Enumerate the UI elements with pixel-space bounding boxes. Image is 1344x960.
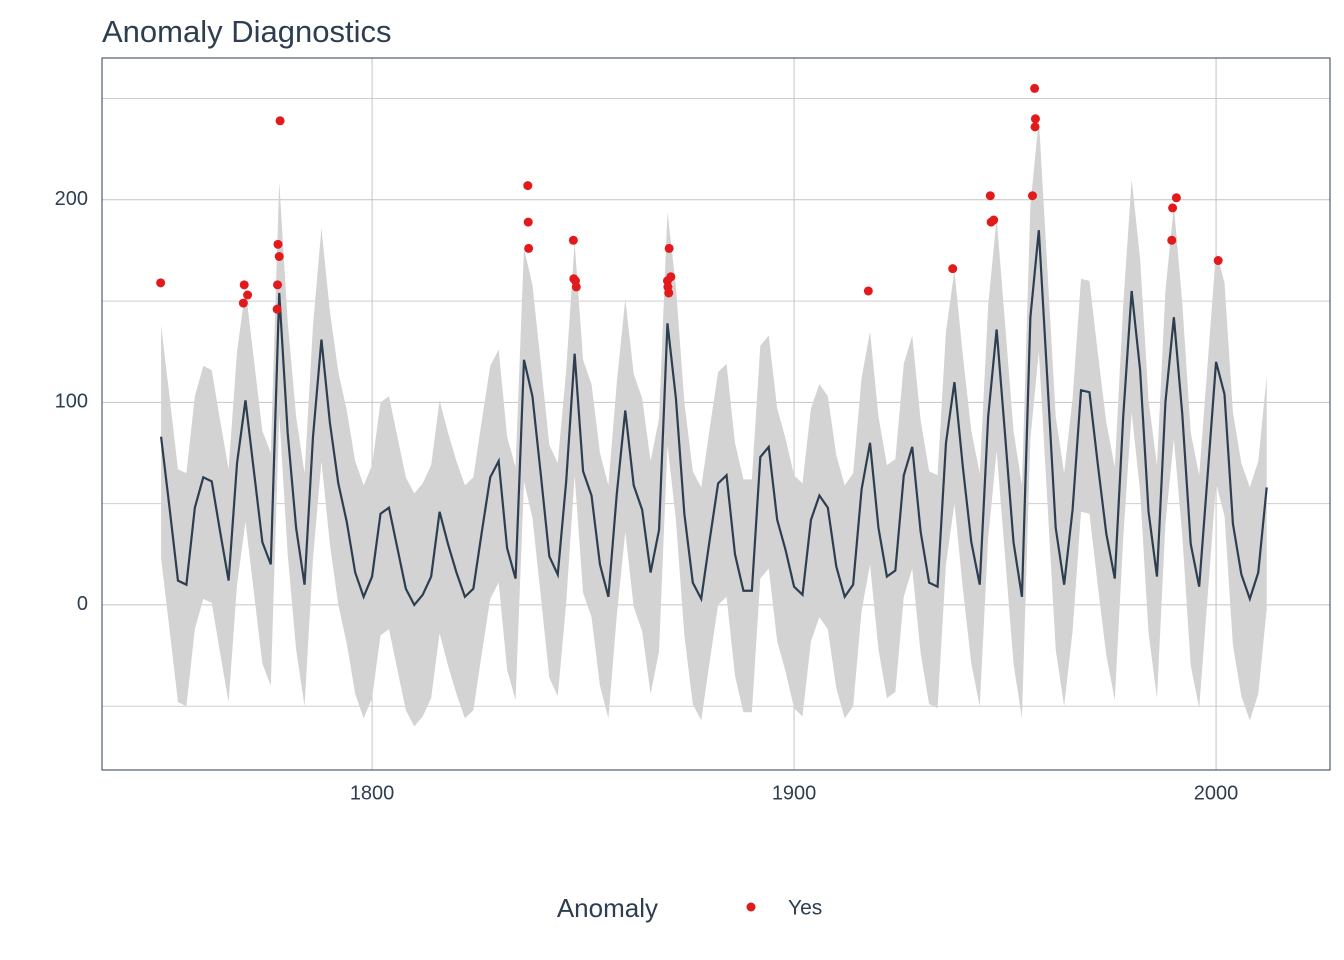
confidence-band <box>161 118 1267 727</box>
anomaly-point <box>664 288 674 298</box>
legend-title: Anomaly <box>557 893 658 923</box>
anomaly-point <box>239 280 249 290</box>
legend-marker <box>746 902 756 912</box>
legend-label: Yes <box>788 897 822 920</box>
anomaly-point <box>1030 122 1040 132</box>
plot-frame <box>101 57 1331 771</box>
anomaly-point <box>989 215 999 225</box>
x-tick-label: 1800 <box>350 782 395 804</box>
anomaly-point <box>863 286 873 296</box>
anomaly-point <box>666 272 676 282</box>
anomaly-point <box>274 252 284 262</box>
anomaly-point <box>272 304 282 314</box>
anomaly-point <box>1171 193 1181 203</box>
anomaly-point <box>1168 203 1178 213</box>
y-tick-label: 0 <box>77 593 88 615</box>
anomaly-point <box>524 243 534 253</box>
anomaly-point <box>523 181 533 191</box>
anomaly-point <box>243 290 253 300</box>
anomaly-point <box>1167 235 1177 245</box>
anomaly-point <box>273 239 283 249</box>
anomaly-point <box>156 278 166 288</box>
anomaly-point <box>1027 191 1037 201</box>
anomaly-point <box>238 298 248 308</box>
anomaly-point <box>1213 256 1223 266</box>
x-tick-label: 1900 <box>772 782 817 804</box>
anomaly-point <box>1030 83 1040 93</box>
anomaly-point <box>985 191 995 201</box>
x-tick-label: 2000 <box>1194 782 1239 804</box>
anomaly-point <box>568 235 578 245</box>
anomaly-point <box>664 243 674 253</box>
chart-title: Anomaly Diagnostics <box>102 14 391 49</box>
anomaly-point <box>571 282 581 292</box>
anomaly-point <box>1030 114 1040 124</box>
anomaly-point <box>273 280 283 290</box>
y-tick-label: 100 <box>55 391 88 413</box>
series-line <box>159 230 1268 607</box>
y-tick-label: 200 <box>55 188 88 210</box>
anomaly-point <box>275 116 285 126</box>
anomaly-point <box>948 264 958 274</box>
anomaly-point <box>523 217 533 227</box>
